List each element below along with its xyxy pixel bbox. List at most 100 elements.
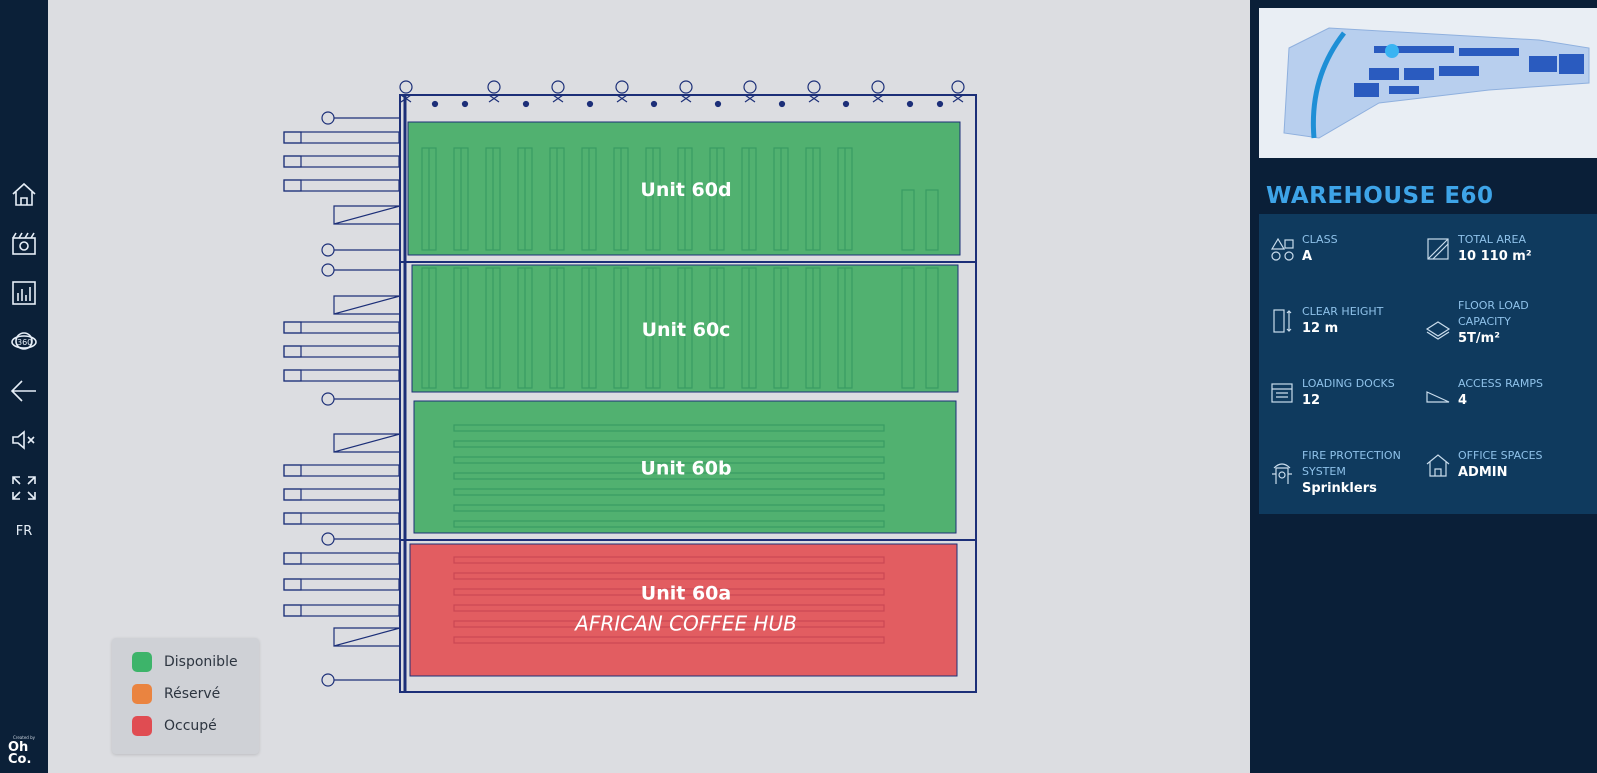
symbol (551, 80, 565, 94)
spec-icon-svg (1426, 454, 1450, 477)
spec-label: LOADING DOCKS (1302, 377, 1395, 390)
symbol (461, 100, 469, 108)
unit-area[interactable] (407, 121, 961, 256)
ramp (333, 433, 401, 453)
legend-label: Disponible (164, 654, 238, 670)
spec-label: FLOOR LOAD CAPACITY (1458, 299, 1529, 328)
dock (283, 512, 302, 525)
spec-value: 12 (1302, 393, 1321, 408)
symbol (399, 80, 413, 94)
spec: FLOOR LOAD CAPACITY 5T/m² (1458, 298, 1558, 348)
legend-swatch (132, 716, 152, 736)
spec-label: CLASS (1302, 233, 1338, 246)
fullscreen-icon[interactable] (10, 474, 38, 502)
symbol (321, 673, 335, 687)
symbol (488, 94, 500, 103)
unit-area[interactable] (409, 543, 958, 677)
spec-label: OFFICE SPACES (1458, 449, 1543, 462)
spec-label: FIRE PROTECTION SYSTEM (1302, 449, 1401, 478)
logo-line: Co. (8, 752, 32, 767)
legend: Disponible Réservé Occupé (112, 638, 259, 754)
symbol (680, 94, 692, 103)
map-area: Unit 60d Unit 60c Unit 60b Unit 60a AFRICAN … (48, 0, 1250, 773)
symbol (952, 94, 964, 103)
minimap[interactable] (1259, 8, 1597, 158)
spec: FIRE PROTECTION SYSTEM Sprinklers (1302, 448, 1412, 498)
symbol (321, 532, 335, 546)
symbol (906, 100, 914, 108)
ramp (333, 295, 401, 315)
symbol (552, 94, 564, 103)
symbol (321, 243, 335, 257)
floor-plan: Unit 60d Unit 60c Unit 60b Unit 60a AFRICAN … (283, 80, 977, 693)
spec-value: A (1302, 249, 1313, 264)
spec-icon-svg (1273, 309, 1292, 333)
symbol (744, 94, 756, 103)
units: Unit 60d Unit 60c Unit 60b Unit 60a AFRICAN … (407, 121, 961, 677)
sidebar: 360 FR Created by Oh Co. (0, 0, 48, 773)
dock (283, 155, 302, 168)
spec-label: ACCESS RAMPS (1458, 377, 1543, 390)
spec-value: 10 110 m² (1458, 249, 1532, 264)
symbol (807, 80, 821, 94)
symbol (951, 80, 965, 94)
credit: Created by (12, 735, 35, 740)
symbol (743, 80, 757, 94)
legend-item: Disponible (132, 652, 238, 672)
stats-icon[interactable] (10, 279, 38, 307)
symbol (842, 100, 850, 108)
spec: TOTAL AREA 10 110 m² (1458, 232, 1588, 266)
spec-icon-svg (1425, 321, 1451, 340)
dock (283, 604, 302, 617)
spec-value: ADMIN (1458, 465, 1508, 480)
symbol (321, 263, 335, 277)
legend-swatch (132, 684, 152, 704)
spec-icon-svg (1427, 238, 1449, 260)
symbol (714, 100, 722, 108)
dock (283, 369, 302, 382)
mute-icon[interactable] (10, 426, 38, 454)
dock (283, 464, 302, 477)
logo[interactable]: Oh Co. (8, 740, 32, 767)
spec-icon-svg (1271, 383, 1293, 403)
unit-label: Unit 60c (642, 319, 731, 341)
dock (283, 321, 302, 334)
symbol (679, 80, 693, 94)
video-icon[interactable] (10, 230, 38, 258)
unit-area[interactable] (413, 400, 957, 534)
warehouse-title: WAREHOUSE E60 (1266, 183, 1494, 209)
unit-label: Unit 60d (640, 179, 731, 201)
symbol (487, 80, 501, 94)
symbol (650, 100, 658, 108)
view360-icon[interactable]: 360 (10, 327, 38, 355)
symbol (586, 100, 594, 108)
language-toggle[interactable]: FR (15, 524, 33, 539)
unit-area[interactable] (411, 264, 959, 393)
spec-label: TOTAL AREA (1458, 233, 1527, 246)
dock (283, 552, 302, 565)
dock (283, 578, 302, 591)
back-icon[interactable] (10, 377, 38, 405)
spec: OFFICE SPACES ADMIN (1458, 448, 1588, 482)
symbol (808, 94, 820, 103)
spec: CLEAR HEIGHT 12 m (1302, 304, 1432, 338)
spec-value: 5T/m² (1458, 331, 1500, 346)
legend-label: Occupé (164, 718, 217, 734)
legend-swatch (132, 652, 152, 672)
legend-label: Réservé (164, 686, 221, 702)
dock (283, 488, 302, 501)
logo-line: Oh (8, 740, 29, 755)
spec-value: Sprinklers (1302, 481, 1377, 496)
spec: LOADING DOCKS 12 (1302, 376, 1432, 410)
symbol (321, 392, 335, 406)
info-panel: WAREHOUSE E60 CLASS A TOTAL AREA 10 110 m² C… (1250, 0, 1597, 773)
unit-label: Unit 60b (640, 458, 731, 480)
symbol (321, 111, 335, 125)
home-icon[interactable] (10, 180, 38, 208)
spec-icon-svg (1272, 463, 1292, 484)
symbol (431, 100, 439, 108)
dock (283, 179, 302, 192)
symbol (400, 94, 412, 103)
ramp (333, 627, 401, 647)
dock (283, 345, 302, 358)
